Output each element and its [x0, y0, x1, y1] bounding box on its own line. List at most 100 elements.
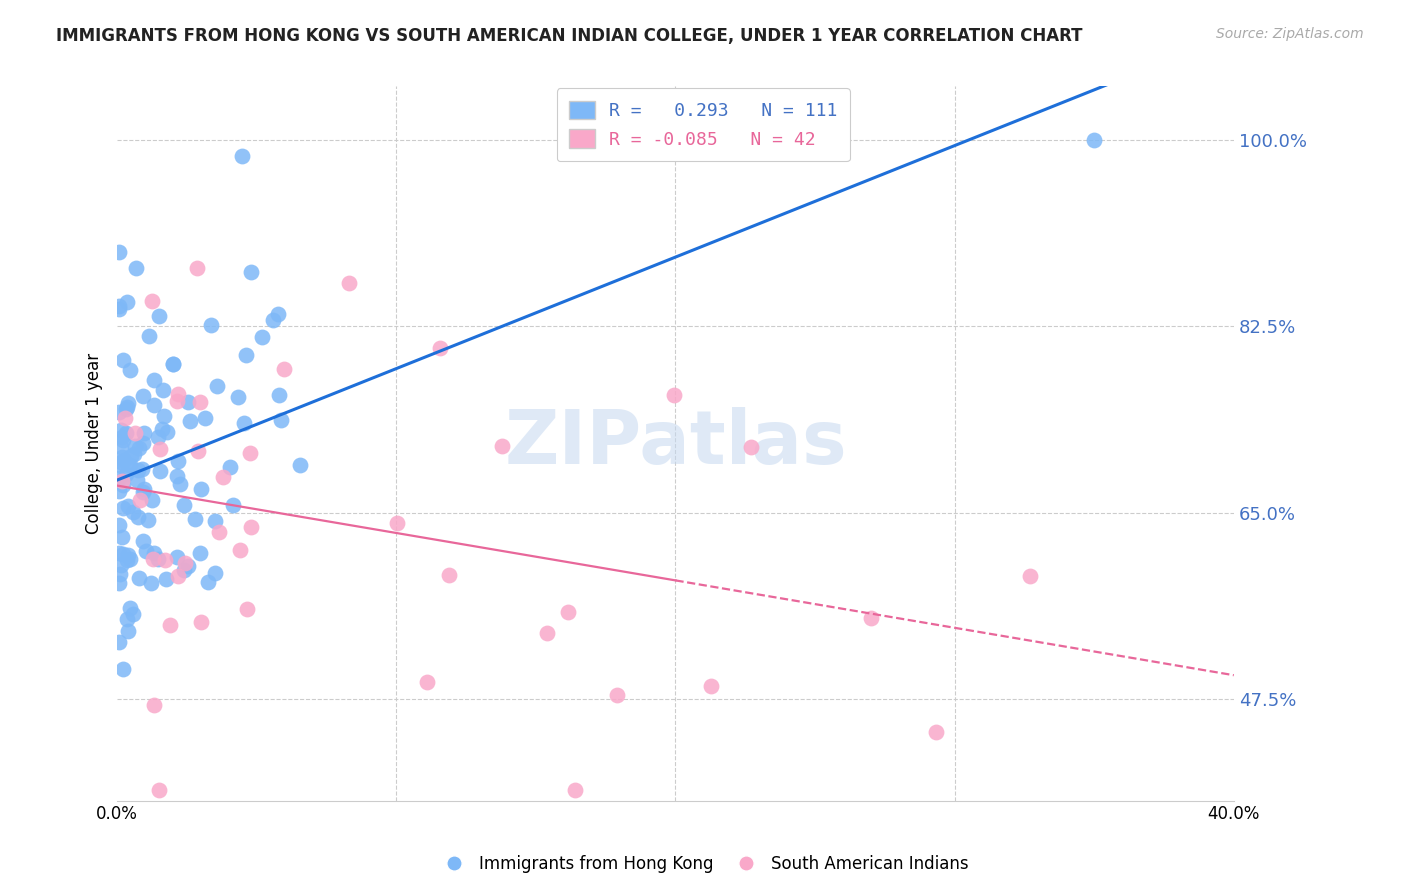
Point: [142, 398, 165, 412]
Point: [112, 452, 135, 467]
Point: [111, 474, 134, 488]
Point: [385, 516, 408, 531]
Point: [134, 426, 156, 441]
Point: [437, 567, 460, 582]
Point: [132, 485, 155, 500]
Point: [138, 328, 160, 343]
Point: [115, 295, 138, 310]
Point: [141, 493, 163, 508]
Point: [166, 550, 188, 565]
Point: [112, 662, 135, 676]
Point: [239, 446, 262, 460]
Point: [156, 425, 179, 439]
Point: [111, 433, 134, 447]
Point: [187, 444, 209, 458]
Y-axis label: College, Under 1 year: College, Under 1 year: [86, 353, 103, 534]
Point: [162, 357, 184, 371]
Point: [149, 464, 172, 478]
Point: [233, 416, 256, 430]
Legend: R =   0.293   N = 111, R = -0.085   N = 42: R = 0.293 N = 111, R = -0.085 N = 42: [557, 88, 851, 161]
Point: [186, 260, 208, 275]
Point: [118, 458, 141, 472]
Point: [860, 611, 883, 625]
Point: [152, 422, 174, 436]
Point: [107, 575, 129, 590]
Point: [491, 439, 513, 453]
Text: IMMIGRANTS FROM HONG KONG VS SOUTH AMERICAN INDIAN COLLEGE, UNDER 1 YEAR CORRELA: IMMIGRANTS FROM HONG KONG VS SOUTH AMERI…: [56, 27, 1083, 45]
Point: [131, 435, 153, 450]
Point: [111, 478, 134, 492]
Point: [122, 607, 145, 621]
Point: [235, 348, 257, 362]
Point: [120, 551, 142, 566]
Point: [221, 498, 243, 512]
Point: [117, 400, 139, 414]
Point: [120, 449, 142, 463]
Point: [124, 439, 146, 453]
Legend: Immigrants from Hong Kong, South American Indians: Immigrants from Hong Kong, South America…: [430, 848, 976, 880]
Point: [177, 559, 200, 574]
Point: [270, 413, 292, 427]
Point: [200, 318, 222, 332]
Point: [190, 395, 212, 409]
Point: [148, 430, 170, 444]
Point: [127, 473, 149, 487]
Point: [155, 572, 177, 586]
Point: [142, 546, 165, 560]
Point: [108, 299, 131, 313]
Point: [190, 482, 212, 496]
Point: [108, 567, 131, 582]
Point: [148, 309, 170, 323]
Point: [112, 352, 135, 367]
Point: [117, 396, 139, 410]
Point: [108, 483, 131, 498]
Point: [204, 566, 226, 580]
Point: [226, 390, 249, 404]
Point: [114, 411, 136, 425]
Point: [177, 394, 200, 409]
Point: [179, 413, 201, 427]
Point: [128, 492, 150, 507]
Point: [117, 624, 139, 639]
Point: [159, 618, 181, 632]
Point: [211, 470, 233, 484]
Point: [564, 783, 586, 797]
Point: [250, 330, 273, 344]
Point: [173, 563, 195, 577]
Point: [111, 500, 134, 515]
Point: [125, 260, 148, 275]
Point: [111, 530, 134, 544]
Point: [128, 571, 150, 585]
Point: [167, 569, 190, 583]
Point: [152, 383, 174, 397]
Point: [337, 276, 360, 290]
Point: [110, 455, 132, 469]
Point: [110, 558, 132, 573]
Point: [136, 512, 159, 526]
Point: [124, 426, 146, 441]
Point: [107, 301, 129, 316]
Point: [142, 551, 165, 566]
Point: [117, 458, 139, 472]
Point: [197, 575, 219, 590]
Text: ZIPatlas: ZIPatlas: [505, 407, 846, 480]
Point: [1083, 133, 1105, 147]
Point: [740, 441, 762, 455]
Point: [235, 602, 257, 616]
Point: [700, 679, 723, 693]
Point: [122, 447, 145, 461]
Point: [131, 461, 153, 475]
Point: [166, 393, 188, 408]
Point: [173, 498, 195, 512]
Point: [108, 471, 131, 485]
Point: [111, 430, 134, 444]
Point: [194, 410, 217, 425]
Point: [112, 547, 135, 561]
Point: [664, 388, 686, 402]
Point: [107, 244, 129, 259]
Point: [132, 534, 155, 549]
Point: [153, 553, 176, 567]
Point: [117, 548, 139, 562]
Point: [108, 458, 131, 473]
Point: [148, 783, 170, 797]
